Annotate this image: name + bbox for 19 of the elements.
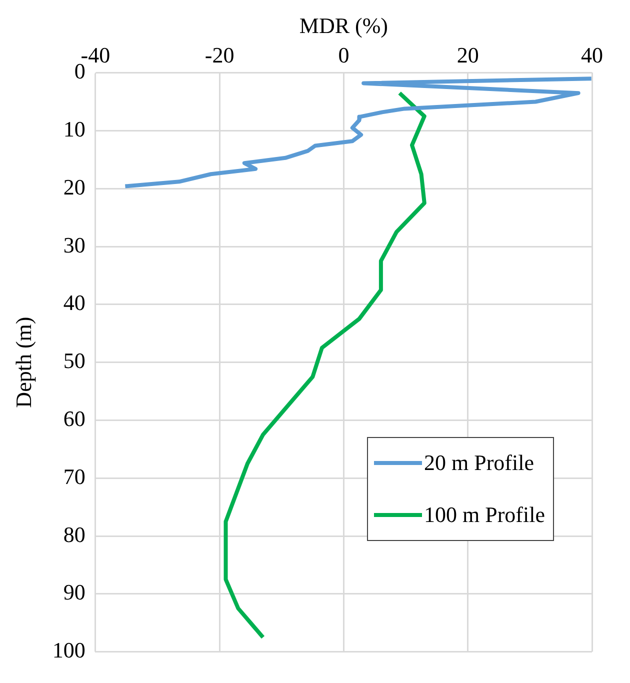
y-tick-label: 50 (63, 348, 86, 374)
x-tick-label: 0 (338, 42, 350, 68)
y-tick-label: 0 (74, 58, 86, 84)
y-tick-label: 80 (63, 522, 86, 547)
legend-label: 20 m Profile (424, 450, 534, 476)
y-tick-label: 40 (63, 290, 86, 316)
y-tick-label: 20 (63, 174, 86, 200)
y-tick-label: 100 (52, 638, 86, 663)
y-tick-label: 90 (63, 580, 86, 605)
x-tick-label: 40 (581, 42, 603, 68)
legend-label: 100 m Profile (424, 502, 545, 528)
x-axis-title: MDR (%) (299, 12, 388, 38)
y-tick-label: 60 (63, 406, 86, 431)
x-tick-label: 20 (456, 42, 479, 68)
y-tick-label: 70 (63, 464, 86, 489)
y-tick-label: 10 (63, 116, 86, 142)
y-tick-label: 30 (63, 232, 86, 258)
y-axis-title: Depth (m) (10, 316, 36, 408)
x-tick-label: -20 (204, 42, 234, 68)
